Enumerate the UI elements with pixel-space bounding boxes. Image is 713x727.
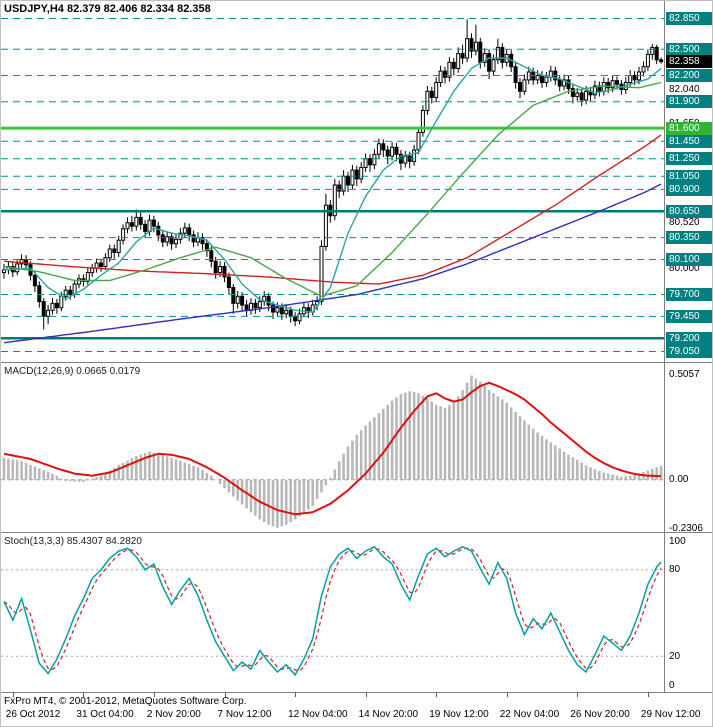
macd-axis-label: -0.2306 (669, 522, 703, 534)
stoch-panel[interactable] (1, 533, 665, 693)
candlestick-series (2, 19, 664, 330)
time-axis-tick (647, 693, 649, 697)
stoch-signal-line (3, 547, 662, 672)
panel-separator (1, 692, 712, 693)
price-axis-label: 80.900 (666, 182, 712, 196)
price-axis-label: 81.900 (666, 95, 712, 109)
price-axis-label: 79.450 (666, 309, 712, 323)
price-axis-label: 81.050 (666, 169, 712, 183)
price-axis-label: 81.250 (666, 152, 712, 166)
time-axis-label: 2 Nov 20:00 (146, 709, 201, 720)
time-axis-label: 26 Oct 2012 (5, 709, 61, 720)
price-axis-label: 80.650 (666, 204, 712, 218)
price-axis-label: 79.050 (666, 345, 712, 358)
price-chart-panel[interactable] (1, 1, 665, 362)
time-axis-label: 31 Oct 04:00 (76, 709, 134, 720)
time-axis-label: 7 Nov 12:00 (217, 709, 272, 720)
price-axis-label: 79.700 (666, 288, 712, 301)
time-axis-tick (83, 693, 85, 697)
time-axis-tick (577, 693, 579, 697)
time-axis-label: 29 Nov 12:00 (640, 709, 701, 720)
time-axis-label: 26 Nov 20:00 (570, 709, 630, 720)
ma-line-fast-teal (3, 57, 662, 313)
stoch-indicator-label: Stoch(13,3,3) 85.4307 84.2820 (4, 536, 142, 547)
time-axis-label: 12 Nov 04:00 (288, 709, 348, 720)
macd-indicator-label: MACD(12,26,9) 0.0665 0.0179 (4, 366, 141, 377)
time-axis-tick (436, 693, 438, 697)
macd-histogram (2, 375, 663, 528)
stoch-axis-label: 20 (669, 650, 681, 662)
time-axis-label: 22 Nov 04:00 (499, 709, 560, 720)
stoch-main-line (3, 545, 662, 677)
price-axis-label: 80.000 (669, 262, 700, 274)
time-axis-tick (224, 693, 226, 697)
time-axis[interactable]: FxPro MT4, © 2001-2012, MetaQuotes Softw… (1, 693, 712, 726)
time-axis-tick (365, 693, 367, 697)
time-axis-tick (506, 693, 508, 697)
price-axis-label: 80.520 (669, 217, 700, 229)
time-axis-tick (153, 693, 155, 697)
price-axis-label: 82.500 (666, 42, 712, 56)
horizontal-level-lines (1, 18, 665, 352)
macd-axis-label: 0.5057 (669, 368, 700, 380)
copyright-text: FxPro MT4, © 2001-2012, MetaQuotes Softw… (4, 696, 247, 707)
panel-separator[interactable] (1, 532, 712, 533)
price-axis-label: 82.850 (666, 12, 712, 25)
time-axis-tick (12, 693, 14, 697)
stoch-axis-label: 80 (669, 564, 681, 576)
current-price-label: 82.358 (666, 55, 712, 69)
price-axis-label: 82.200 (666, 69, 712, 82)
price-axis-label: 80.100 (666, 253, 712, 266)
price-axis[interactable]: 82.850 82.500 82.358 82.200 82.040 81.900 81.6… (664, 1, 712, 693)
price-axis-label: 81.450 (666, 134, 712, 148)
chart-title: USDJPY,H4 82.379 82.406 82.334 82.358 (4, 3, 211, 15)
macd-panel[interactable] (1, 363, 665, 532)
panel-separator[interactable] (1, 362, 712, 363)
stoch-axis-label: 0 (669, 679, 675, 691)
macd-signal-line (3, 381, 662, 516)
ma-line-slow-green (3, 81, 662, 298)
time-axis-label: 14 Nov 20:00 (358, 709, 419, 720)
ma-line-longest-blue (3, 183, 662, 344)
time-axis-tick (295, 693, 297, 697)
price-axis-label: 79.200 (666, 331, 712, 345)
price-axis-label: 81.600 (666, 121, 712, 135)
price-axis-label: 82.040 (669, 84, 700, 95)
macd-axis-label: 0.00 (669, 474, 689, 486)
time-axis-label: 19 Nov 12:00 (429, 709, 489, 720)
price-axis-label: 80.350 (666, 231, 712, 245)
stoch-axis-label: 100 (669, 535, 686, 547)
ma-line-long-red (3, 134, 662, 285)
